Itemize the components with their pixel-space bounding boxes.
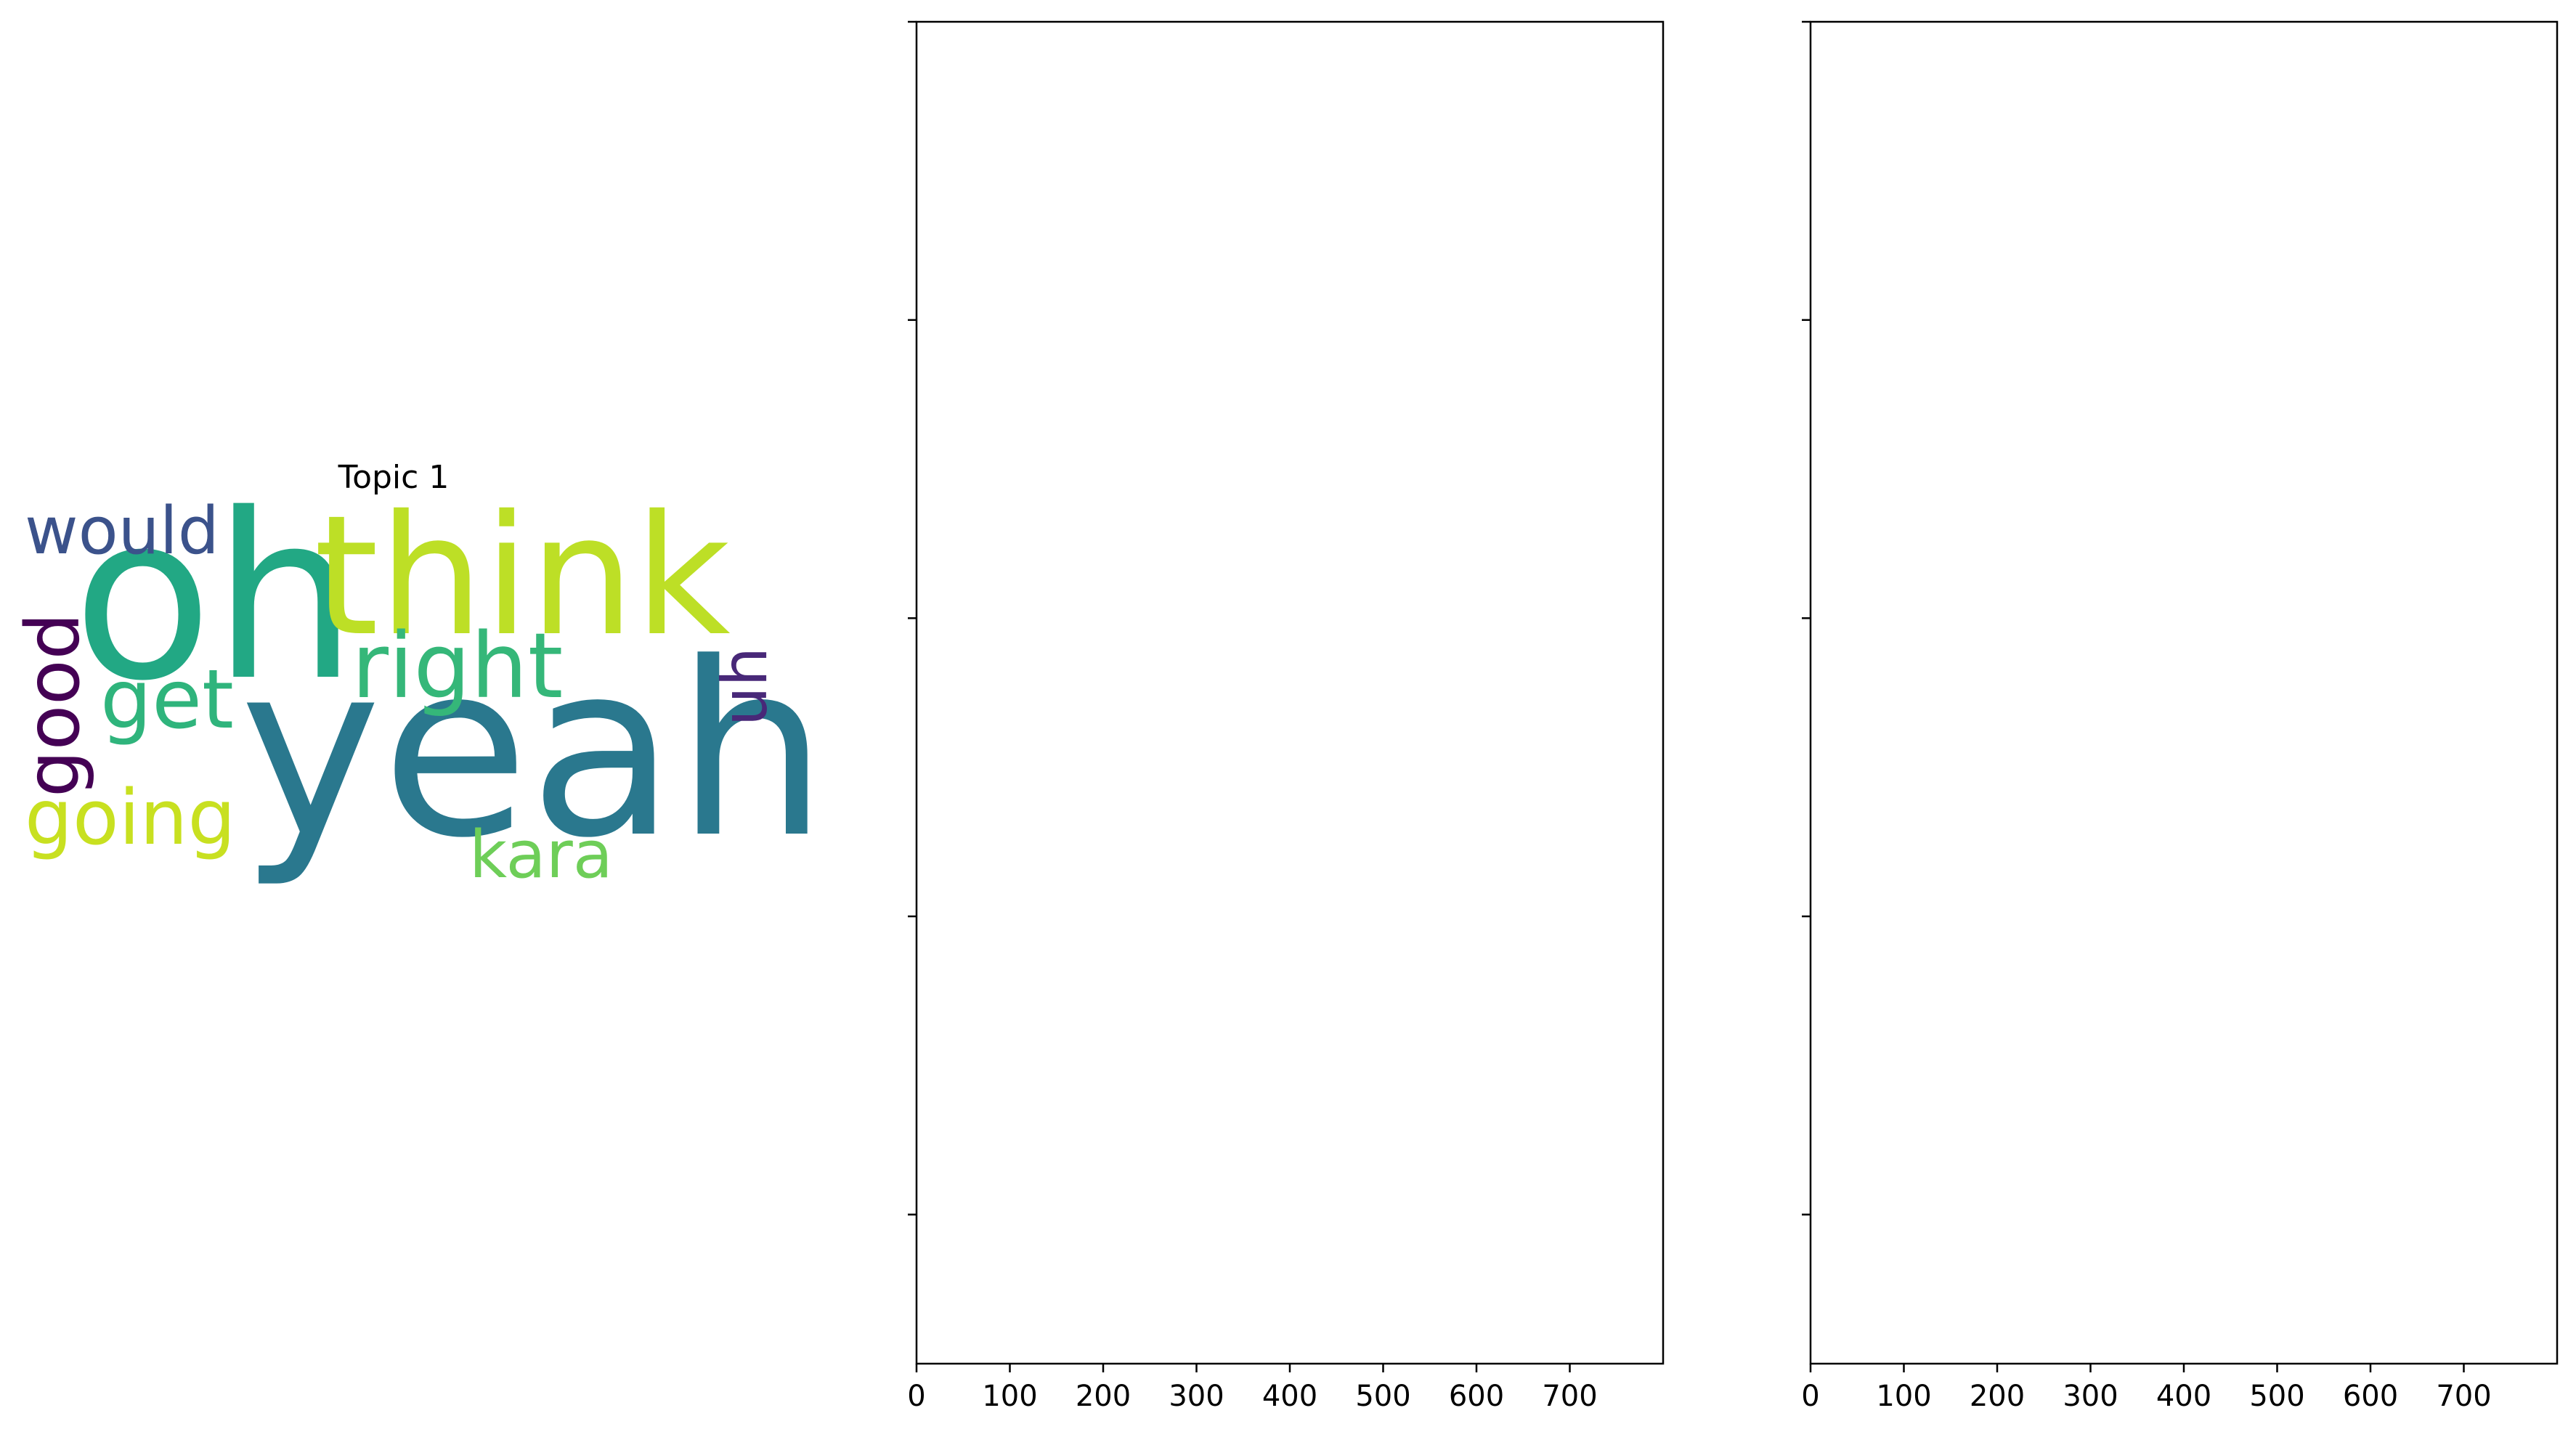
- x-tick-label: 0: [1801, 1380, 1819, 1413]
- x-tick-label: 100: [1876, 1380, 1931, 1413]
- x-tick-label: 400: [2156, 1380, 2211, 1413]
- word-oh: oh: [73, 465, 357, 731]
- word-good: good: [10, 613, 97, 797]
- word-would: would: [25, 493, 219, 569]
- word-get: get: [100, 653, 234, 747]
- wordcloud-panel: Topic 1 oh think yeah would right get go…: [10, 459, 828, 893]
- x-tick-label: 200: [1076, 1380, 1131, 1413]
- axes-panel-2: 0 100 200 300 400 500 600 700: [907, 20, 1665, 1413]
- x-tick-label: 300: [1169, 1380, 1224, 1413]
- x-tick-label: 700: [1542, 1380, 1597, 1413]
- word-yeah: yeah: [240, 611, 828, 890]
- x-tick-label: 700: [2436, 1380, 2491, 1413]
- word-going: going: [25, 773, 235, 862]
- x-tick-label: 500: [2249, 1380, 2304, 1413]
- word-think: think: [314, 479, 731, 672]
- x-tick-label: 0: [907, 1380, 925, 1413]
- axes-panel-3: 0 100 200 300 400 500 600 700: [1801, 20, 2559, 1413]
- x-tick-label: 100: [982, 1380, 1037, 1413]
- word-right: right: [352, 614, 563, 719]
- x-tick-label: 200: [1970, 1380, 2025, 1413]
- word-uh: uh: [709, 647, 781, 726]
- x-tick-label: 400: [1262, 1380, 1317, 1413]
- x-tick-label: 600: [2343, 1380, 2398, 1413]
- word-kara: kara: [469, 817, 613, 893]
- x-tick-label: 600: [1449, 1380, 1504, 1413]
- x-tick-label: 300: [2063, 1380, 2118, 1413]
- x-tick-label: 500: [1355, 1380, 1410, 1413]
- wordcloud-title: Topic 1: [338, 459, 450, 496]
